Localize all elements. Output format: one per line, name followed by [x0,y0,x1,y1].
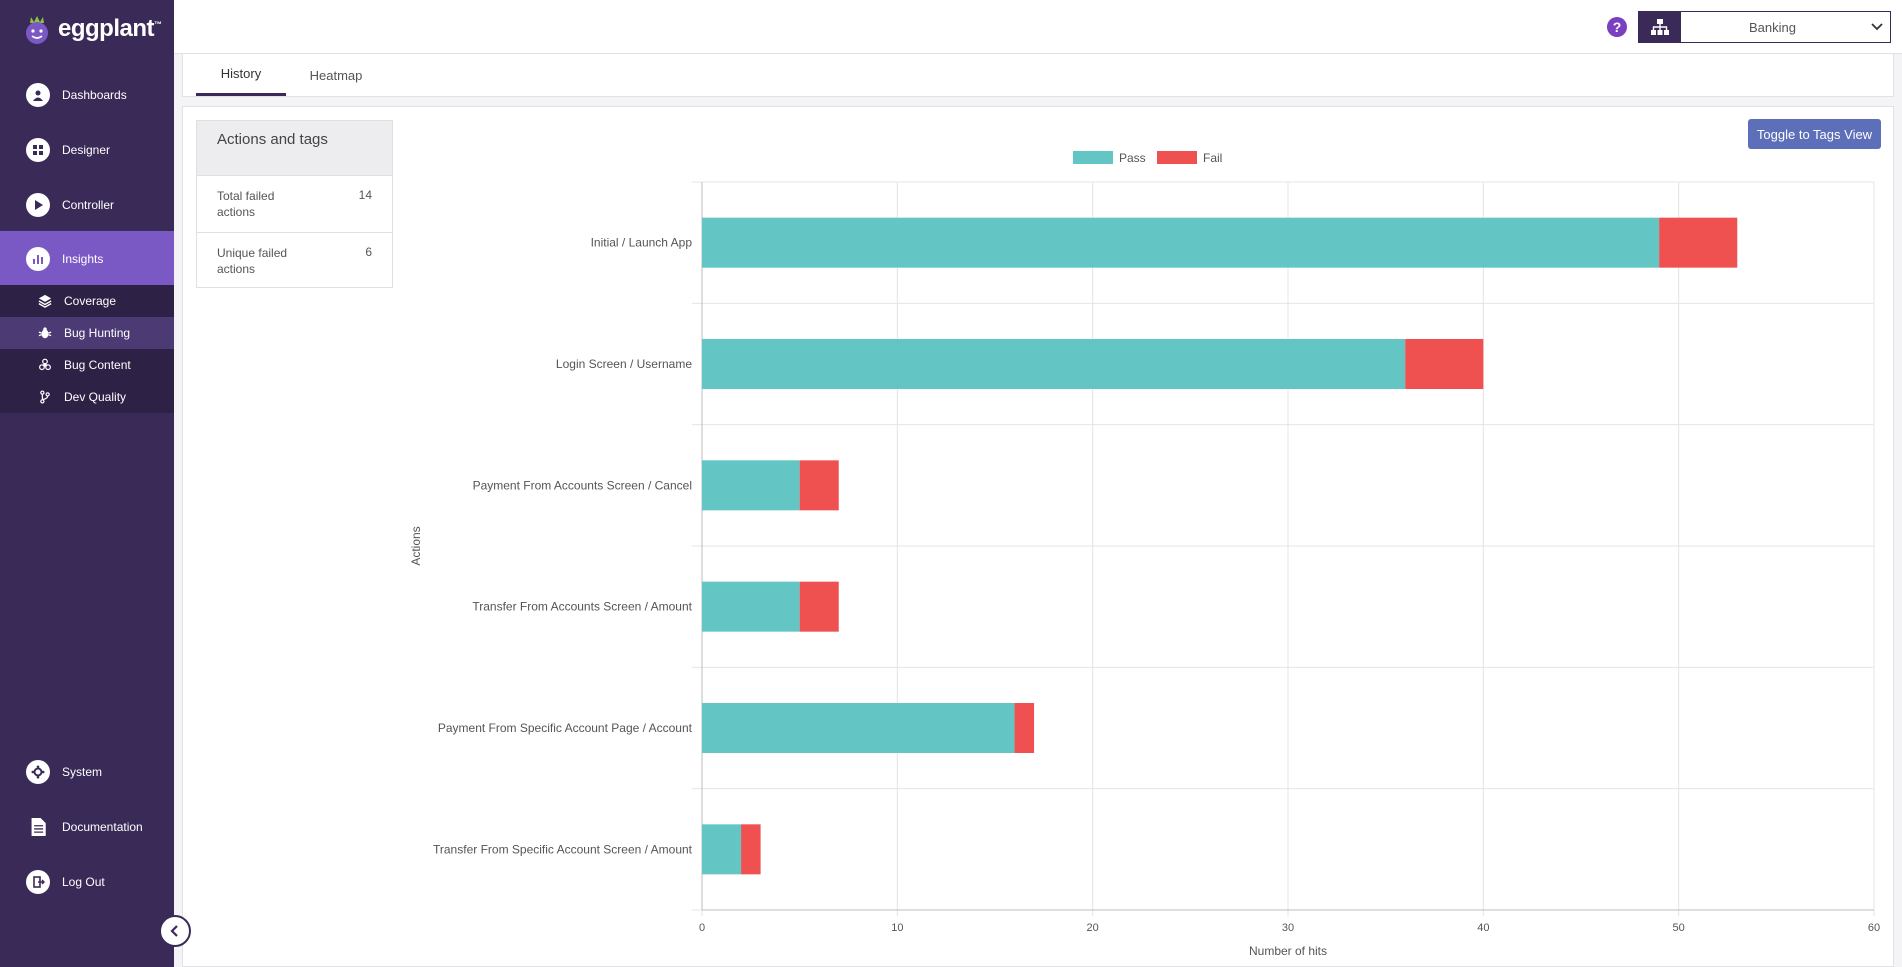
toggle-tags-view-button[interactable]: Toggle to Tags View [1748,119,1881,149]
stats-row-total-failed: Total failed actions 14 [197,175,392,232]
dashboards-icon [26,82,50,107]
y-axis-label: Actions [409,526,423,565]
eggplant-logo-icon [26,16,48,44]
bar-fail [741,824,761,875]
nav-documentation[interactable]: Documentation [0,799,174,854]
bar-fail [799,581,839,632]
tab-heatmap[interactable]: Heatmap [309,67,363,83]
nav-designer-label: Designer [62,142,111,157]
bug-icon [37,325,53,341]
stats-card-title: Actions and tags [197,121,392,175]
sub-nav-bug-hunting[interactable]: Bug Hunting [0,317,174,349]
x-tick-label: 40 [1477,922,1489,934]
nav-controller-label: Controller [62,197,115,212]
sub-nav-coverage[interactable]: Coverage [0,285,174,317]
stats-value: 6 [365,245,372,259]
y-tick-label: Transfer From Specific Account Screen / … [433,842,693,856]
bar-pass [702,217,1660,268]
stats-label: Unique failed actions [217,246,288,276]
hierarchy-icon [1639,12,1681,42]
nav-designer[interactable]: Designer [0,122,174,177]
y-tick-label: Payment From Specific Account Page / Acc… [438,721,693,735]
stats-row-unique-failed: Unique failed actions 6 [197,232,392,289]
legend-label-pass: Pass [1119,151,1146,165]
sub-nav-dev-quality-label: Dev Quality [64,390,127,404]
actions-bar-chart: 0 10 20 30 40 50 60 Initial / Launch App Login S… [409,151,1880,958]
legend-swatch-fail [1157,151,1197,164]
x-tick-label: 10 [891,922,903,934]
tab-history[interactable]: History [196,54,286,96]
tabs-bar: History Heatmap [182,54,1894,97]
sub-nav-bug-content[interactable]: Bug Content [0,349,174,381]
sidebar: eggplant™ Dashboards Designer Controller… [0,0,174,967]
nav-log-out-label: Log Out [62,874,105,889]
y-tick-label: Initial / Launch App [591,236,693,250]
actions-and-tags-card: Actions and tags Total failed actions 14… [196,120,393,288]
designer-icon [26,137,50,162]
project-name: Banking [1749,19,1796,35]
controller-icon [26,192,50,217]
y-tick-label: Transfer From Accounts Screen / Amount [472,600,692,614]
main-panel: Actions and tags Total failed actions 14… [182,106,1894,967]
sub-nav-dev-quality[interactable]: Dev Quality [0,381,174,413]
eggplant-logo[interactable]: eggplant™ [22,12,162,46]
sub-nav-bug-content-label: Bug Content [64,358,131,372]
x-axis-label: Number of hits [1249,944,1327,958]
project-selector[interactable]: Banking [1638,11,1891,43]
bar-pass [702,581,800,632]
stats-value: 14 [358,188,372,202]
y-tick-label: Login Screen / Username [556,357,692,371]
legend-label-fail: Fail [1203,151,1222,165]
nav-insights-label: Insights [62,251,104,266]
nav-system-label: System [62,764,103,779]
x-tick-label: 20 [1087,922,1099,934]
x-tick-label: 50 [1673,922,1685,934]
insights-sub-nav: Coverage Bug Hunting Bug Content Dev Qua… [0,285,174,413]
bar-pass [702,703,1015,753]
nav-dashboards-label: Dashboards [62,87,127,102]
stats-label: Total failed actions [217,189,275,219]
logout-icon [26,869,50,894]
bar-fail [1659,217,1738,268]
chevron-down-icon [1864,12,1890,42]
system-gear-icon [26,759,50,784]
bar-fail [1014,703,1035,753]
bar-pass [702,339,1406,389]
branch-icon [37,389,53,405]
bar-fail [799,460,839,511]
logo-text: eggplant™ [58,15,162,42]
insights-icon [26,246,50,271]
x-tick-label: 0 [699,922,705,934]
nav-dashboards[interactable]: Dashboards [0,67,174,122]
x-tick-label: 60 [1868,922,1880,934]
sub-nav-bug-hunting-label: Bug Hunting [64,326,131,340]
nav-system[interactable]: System [0,744,174,799]
biohazard-icon [37,357,53,373]
nav-insights[interactable]: Insights [0,231,174,286]
document-icon [26,815,50,839]
x-tick-label: 30 [1282,922,1294,934]
layers-icon [37,293,53,309]
bar-pass [702,460,800,511]
collapse-sidebar-button[interactable] [159,915,191,947]
nav-controller[interactable]: Controller [0,177,174,232]
sub-nav-coverage-label: Coverage [64,294,117,308]
legend-swatch-pass [1073,151,1113,164]
nav-log-out[interactable]: Log Out [0,854,174,909]
bar-pass [702,824,742,875]
help-icon[interactable]: ? [1607,17,1627,37]
nav-documentation-label: Documentation [62,819,143,834]
bar-fail [1405,339,1484,389]
chevron-left-icon [170,925,178,937]
y-tick-label: Payment From Accounts Screen / Cancel [473,478,692,492]
